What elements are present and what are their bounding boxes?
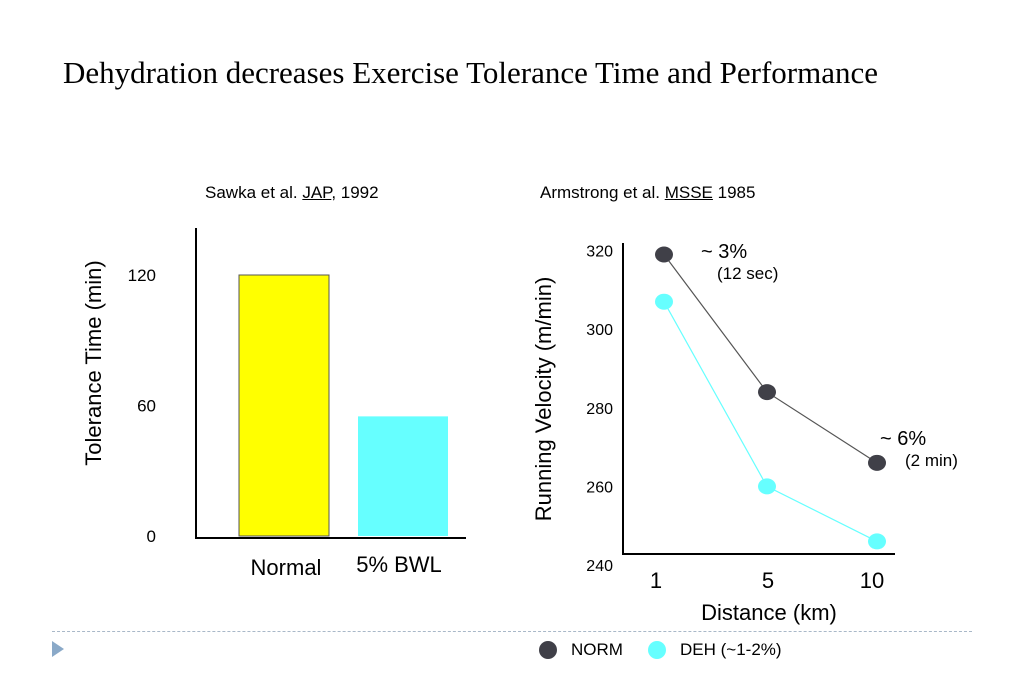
citation-authors: Armstrong et al.	[540, 183, 665, 202]
y-tick-label: 320	[586, 244, 613, 261]
y-tick-label: 120	[128, 266, 156, 285]
citation-sawka: Sawka et al. JAP, 1992	[205, 183, 379, 203]
data-point-deh-1-2	[655, 293, 673, 310]
slide-title: Dehydration decreases Exercise Tolerance…	[63, 55, 878, 90]
y-tick-label: 60	[137, 397, 156, 416]
bullet-arrow-icon	[52, 641, 64, 657]
annotation-3pct: ~ 3%	[701, 241, 747, 263]
bar-5-bwl	[358, 416, 448, 536]
legend-marker-icon	[648, 641, 666, 659]
y-tick-label: 0	[147, 527, 156, 546]
legend-item-deh: DEH (~1-2%)	[648, 638, 782, 662]
x-tick-label: 5	[762, 568, 774, 593]
x-tick-label: 1	[650, 568, 662, 593]
x-axis-label: Distance (km)	[701, 600, 837, 625]
legend-item-norm: NORM	[539, 638, 623, 662]
data-point-deh-1-2	[758, 478, 776, 495]
y-tick-labels: 0 60 120	[128, 266, 156, 546]
annotation-6pct: ~ 6%	[880, 428, 926, 450]
y-tick-label: 280	[586, 401, 613, 418]
legend-label: DEH (~1-2%)	[680, 640, 782, 659]
data-point-norm	[868, 454, 886, 471]
x-tick-label: 10	[860, 568, 884, 593]
citation-armstrong: Armstrong et al. MSSE 1985	[540, 183, 755, 203]
legend-label: NORM	[571, 640, 623, 659]
y-tick-label: 300	[586, 322, 613, 339]
legend-marker-icon	[539, 641, 557, 659]
y-tick-label: 240	[586, 558, 613, 575]
series-group	[655, 246, 886, 550]
annotation-3pct-sub: (12 sec)	[717, 264, 778, 283]
y-tick-labels: 240 260 280 300 320	[586, 244, 613, 575]
x-tick-labels: Normal 5% BWL	[251, 552, 442, 580]
x-tick-labels: 1 5 10	[650, 568, 884, 593]
footer-divider	[52, 631, 972, 632]
x-tick-label: 5% BWL	[356, 552, 442, 577]
data-point-norm	[758, 384, 776, 401]
y-axis-label: Running Velocity (m/min)	[531, 277, 556, 522]
y-axis-label: Tolerance Time (min)	[81, 260, 106, 465]
bar-normal	[238, 274, 330, 537]
data-point-norm	[655, 246, 673, 263]
series-line-deh-1-2	[663, 301, 878, 542]
y-tick-label: 260	[586, 479, 613, 496]
citation-authors: Sawka et al.	[205, 183, 303, 202]
annotation-6pct-sub: (2 min)	[905, 451, 958, 470]
citation-journal-link[interactable]: JAP	[302, 183, 332, 202]
citation-journal-link[interactable]: MSSE	[664, 183, 713, 202]
bar-marks	[238, 274, 448, 537]
data-point-deh-1-2	[868, 533, 886, 550]
x-tick-label: Normal	[251, 555, 322, 580]
citation-year: , 1992	[331, 183, 379, 202]
citation-year: 1985	[712, 183, 756, 202]
